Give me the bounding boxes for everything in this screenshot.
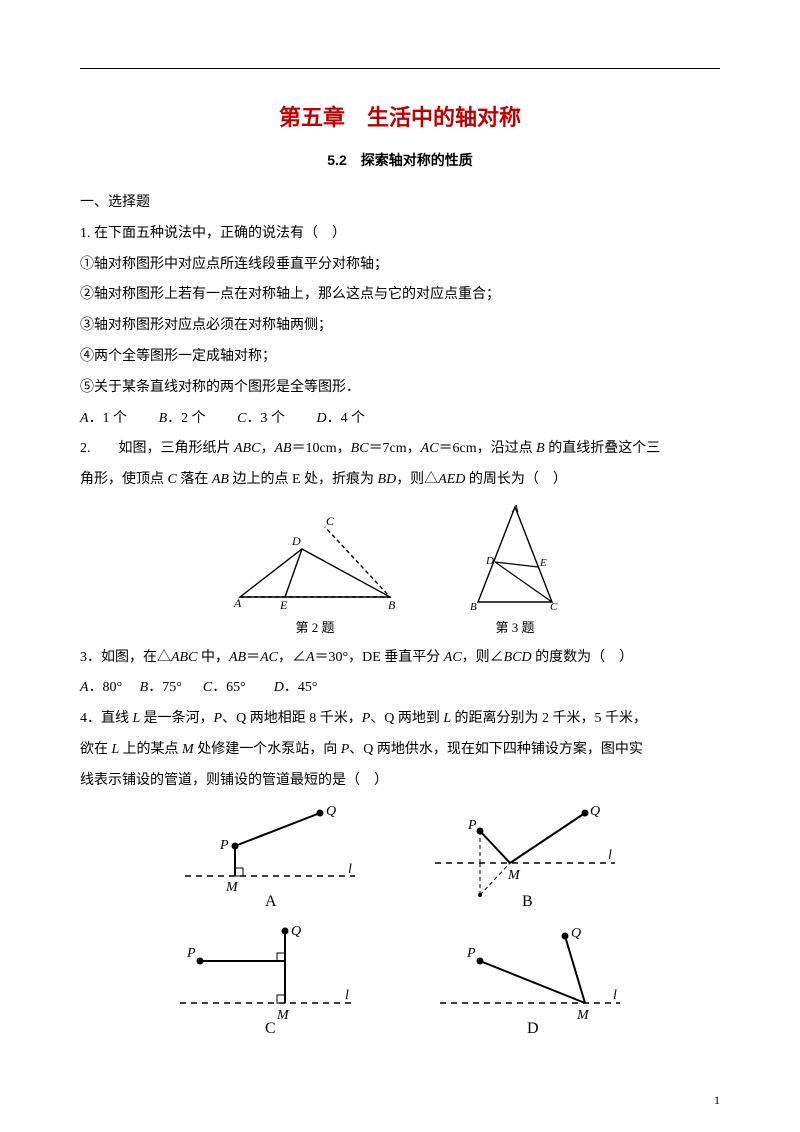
svg-text:l: l (345, 988, 349, 1003)
svg-text:E: E (539, 557, 547, 569)
q4-fig-row2: P Q M l C P Q M l D (175, 921, 625, 1036)
q4-line2: 欲在 L 上的某点 M 处修建一个水泵站，向 P、Q 两地供水，现在如下四种铺设… (80, 735, 720, 766)
svg-text:Q: Q (590, 804, 600, 819)
page-number: 1 (714, 1093, 720, 1108)
q2-svg: A E B D C (230, 517, 400, 612)
svg-text:D: D (527, 1020, 539, 1036)
q4-fig-a: P Q M l A (180, 801, 360, 911)
svg-text:B: B (470, 601, 477, 612)
svg-text:B: B (522, 893, 533, 910)
svg-text:P: P (466, 946, 476, 961)
svg-text:D: D (485, 555, 494, 567)
page: 第五章 生活中的轴对称 5.2 探索轴对称的性质 一、选择题 1. 在下面五种说… (0, 0, 800, 1132)
q3-svg: A B C D E (460, 502, 570, 612)
svg-text:P: P (219, 838, 229, 853)
svg-text:C: C (265, 1020, 276, 1036)
svg-text:D: D (291, 534, 301, 548)
q4-fig-grid: P Q M l A P Q (80, 801, 720, 1036)
svg-text:l: l (348, 862, 352, 877)
q4-fig-c: P Q M l C (175, 921, 365, 1036)
q4-fig-row1: P Q M l A P Q (180, 801, 620, 911)
svg-text:P: P (186, 946, 196, 961)
q1-s1: ①轴对称图形中对应点所连线段垂直平分对称轴； (80, 250, 720, 281)
q4-line3: 线表示铺设的管道，则铺设的管道最短的是（ ） (80, 766, 720, 797)
svg-text:M: M (225, 880, 239, 895)
q3-line1: 3．如图，在△ABC 中，AB＝AC，∠A＝30°，DE 垂直平分 AC，则∠B… (80, 643, 720, 674)
fig-q3-caption: 第 3 题 (495, 614, 534, 643)
q1-s3: ③轴对称图形对应点必须在对称轴两侧； (80, 311, 720, 342)
svg-text:C: C (326, 517, 335, 528)
svg-text:Q: Q (571, 926, 581, 941)
svg-text:Q: Q (291, 924, 301, 939)
q3-options: A．80° B．75° C．65° D．45° (80, 673, 720, 704)
q4-line1: 4．直线 L 是一条河，P、Q 两地相距 8 千米，P、Q 两地到 L 的距离分… (80, 704, 720, 735)
fig-q3: A B C D E 第 3 题 (460, 502, 570, 643)
svg-text:A: A (511, 503, 519, 515)
svg-text:A: A (233, 596, 242, 610)
q1-options: A．1 个 B．2 个 C．3 个 D．4 个 (80, 404, 720, 435)
q2-line1: 2. 如图，三角形纸片 ABC，AB＝10cm，BC＝7cm，AC＝6cm，沿过… (80, 434, 720, 465)
svg-text:l: l (608, 848, 612, 863)
svg-text:Q: Q (326, 804, 336, 819)
fig-q2: A E B D C 第 2 题 (230, 517, 400, 643)
q1-stem: 1. 在下面五种说法中，正确的说法有（ ） (80, 219, 720, 250)
svg-text:E: E (279, 598, 288, 612)
body: 一、选择题 1. 在下面五种说法中，正确的说法有（ ） ①轴对称图形中对应点所连… (80, 188, 720, 1036)
q2-line2: 角形，使顶点 C 落在 AB 边上的点 E 处，折痕为 BD，则△AED 的周长… (80, 465, 720, 496)
svg-text:M: M (276, 1008, 290, 1023)
q1-s4: ④两个全等图形一定成轴对称； (80, 342, 720, 373)
section-title: 5.2 探索轴对称的性质 (80, 150, 720, 170)
svg-text:l: l (613, 988, 617, 1003)
fig-q2-caption: 第 2 题 (295, 614, 334, 643)
top-rule (80, 68, 720, 69)
q4-fig-d: P Q M l D (435, 921, 625, 1036)
svg-text:C: C (550, 601, 558, 612)
chapter-title: 第五章 生活中的轴对称 (80, 100, 720, 132)
q4-fig-b: P Q M l B (430, 801, 620, 911)
fig-row-q2q3: A E B D C 第 2 题 A B C D E (80, 502, 720, 643)
q1-s2: ②轴对称图形上若有一点在对称轴上，那么这点与它的对应点重合； (80, 280, 720, 311)
heading-1: 一、选择题 (80, 188, 720, 219)
svg-text:B: B (388, 598, 396, 612)
svg-text:M: M (507, 868, 521, 883)
svg-text:A: A (265, 893, 277, 910)
svg-text:P: P (467, 818, 477, 833)
q1-s5: ⑤关于某条直线对称的两个图形是全等图形． (80, 373, 720, 404)
svg-text:M: M (576, 1008, 590, 1023)
